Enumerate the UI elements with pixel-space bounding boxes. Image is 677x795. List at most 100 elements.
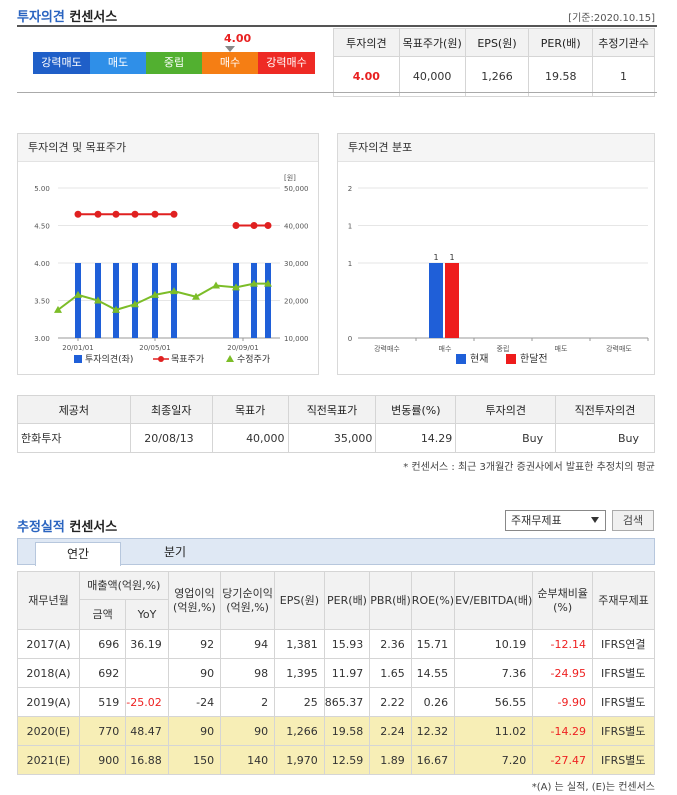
est-header-pbr: PBR(배) [369,571,412,630]
consensus-footnote: * 컨센서스 : 최근 3개월간 증권사에서 발표한 추정치의 평균 [403,462,655,473]
target-price-point [112,210,120,218]
estimate-cell: 2021(E) [17,745,80,775]
estimate-cell: -24 [167,687,222,717]
opinion-bar [251,263,257,338]
opinion-bar [152,263,158,338]
estimate-cell: 1.89 [369,745,412,775]
estimate-cell: 1,266 [274,716,325,746]
estimate-cell: 12.59 [323,745,371,775]
adjusted-price-point [212,281,220,289]
legend-swatch [506,354,516,364]
broker-header: 목표가 [211,395,289,424]
broker-name: 한화투자 [17,423,131,453]
opinion-bar [233,263,239,338]
y-left-tick-label: 5.00 [34,185,50,193]
estimate-cell: 11.02 [454,716,534,746]
estimate-cell: 692 [78,658,127,688]
legend-label: 현재 [470,353,488,365]
estimate-cell: 140 [220,745,276,775]
estimate-cell: 94 [220,629,276,659]
estimate-row: 2020(E) 770 48.47 90 90 1,266 19.58 2.24 12.32 11… [17,716,655,746]
estimate-cell: 25 [274,687,325,717]
target-price-point [94,210,102,218]
broker-table: 제공처 최종일자 목표가 직전목표가 변동률(%) 투자의견 직전투자의견 한화… [17,395,655,453]
chevron-down-icon [591,517,599,523]
opinion-segment-strong-buy: 강력매수 [258,52,315,74]
bar-value-label: 1 [433,253,438,262]
broker-change-rate: 14.29 [375,423,457,453]
opinion-segment-buy: 매수 [202,52,258,74]
financial-statement-select[interactable]: 주재무제표 [505,510,606,531]
estimate-cell: IFRS별도 [592,745,655,775]
estimate-cell: 1,970 [274,745,325,775]
adjusted-price-point [232,283,240,291]
opinion-segment-strong-sell: 강력매도 [33,52,90,74]
y-left-tick-label: 4.00 [34,260,50,268]
estimate-cell: 770 [78,716,127,746]
search-button[interactable]: 검색 [612,510,654,531]
legend-swatch [456,354,466,364]
target-price-point [151,210,159,218]
estimate-cell: IFRS별도 [592,716,655,746]
est-header-sales: 매출액(억원,%) [78,571,169,600]
opinion-current-value: 4.00 [224,32,252,45]
consensus-header: 투자의견 [333,28,400,57]
estimate-cell [125,658,169,688]
legend-swatch-adjusted [226,355,234,362]
estimate-cell: 10.19 [454,629,534,659]
adjusted-price-point [94,296,102,304]
estimate-cell: 15.93 [323,629,371,659]
estimate-cell: IFRS연결 [592,629,655,659]
estimate-cell: 98 [220,658,276,688]
y-left-tick-label: 4.50 [34,223,50,231]
estimate-cell: 2.22 [369,687,412,717]
estimate-cell: 7.20 [454,745,534,775]
y-left-tick-label: 3.00 [34,335,50,343]
legend-label-target: 목표주가 [171,354,204,365]
adjusted-price-point [264,279,272,287]
estimate-cell: -27.47 [532,745,594,775]
estimate-cell: 14.55 [410,658,456,688]
opinion-scale: 4.00 [33,30,315,78]
opinion-bar [113,263,119,338]
consensus-target-value: 40,000 [398,56,466,97]
chart-opinion-target: 5.00 4.50 4.00 3.50 3.00 50,000 40,000 30,000 20… [34,173,309,365]
target-price-point [232,222,240,229]
broker-header: 변동률(%) [375,395,457,424]
tab-annual[interactable]: 연간 [35,542,121,566]
target-price-point [131,210,139,218]
consensus-per-value: 19.58 [528,56,594,97]
x-category-label: 매도 [555,345,568,353]
opinion-bar [171,263,177,338]
y-tick-label: 1 [348,223,352,231]
estimate-cell: 900 [78,745,127,775]
est-header-net-debt: 순부채비율(%) [532,571,594,630]
estimate-cell: 19.58 [323,716,371,746]
opinion-bar [75,263,81,338]
estimate-cell: 2017(A) [17,629,80,659]
opinion-segment-sell: 매도 [90,52,146,74]
estimate-row: 2018(A) 692 90 98 1,395 11.97 1.65 14.55 7.36 -24… [17,658,655,688]
estimate-cell: 1.65 [369,658,412,688]
estimate-row: 2019(A) 519 -25.02 -24 2 25 865.37 2.22 0.26 56.5… [17,687,655,717]
tab-quarterly[interactable]: 분기 [163,545,187,559]
estimate-cell: 1,395 [274,658,325,688]
x-category-label: 중립 [497,345,510,353]
est-header-year: 재무년월 [17,571,80,630]
estimate-cell: 1,381 [274,629,325,659]
y-left-tick-label: 3.50 [34,298,50,306]
estimate-cell: -24.95 [532,658,594,688]
broker-header: 최종일자 [129,395,213,424]
estimates-footnote: *(A) 는 실적, (E)는 컨센서스 [531,782,655,793]
chart-opinion-target-panel: 투자의견 및 목표주가 5.00 4.50 4.00 3.50 3.00 50,000 40… [17,133,319,375]
estimate-cell: IFRS별도 [592,687,655,717]
x-category-label: 매수 [439,345,452,353]
y-right-tick-label: 20,000 [284,298,309,306]
est-header-op-income: 영업이익(억원,%) [167,571,222,630]
bar-value-label: 1 [449,253,454,262]
estimate-cell: 696 [78,629,127,659]
broker-date: 20/08/13 [129,423,213,453]
header-divider [17,25,657,27]
consensus-header: 목표주가(원) [398,28,466,57]
est-header-per: PER(배) [323,571,371,630]
